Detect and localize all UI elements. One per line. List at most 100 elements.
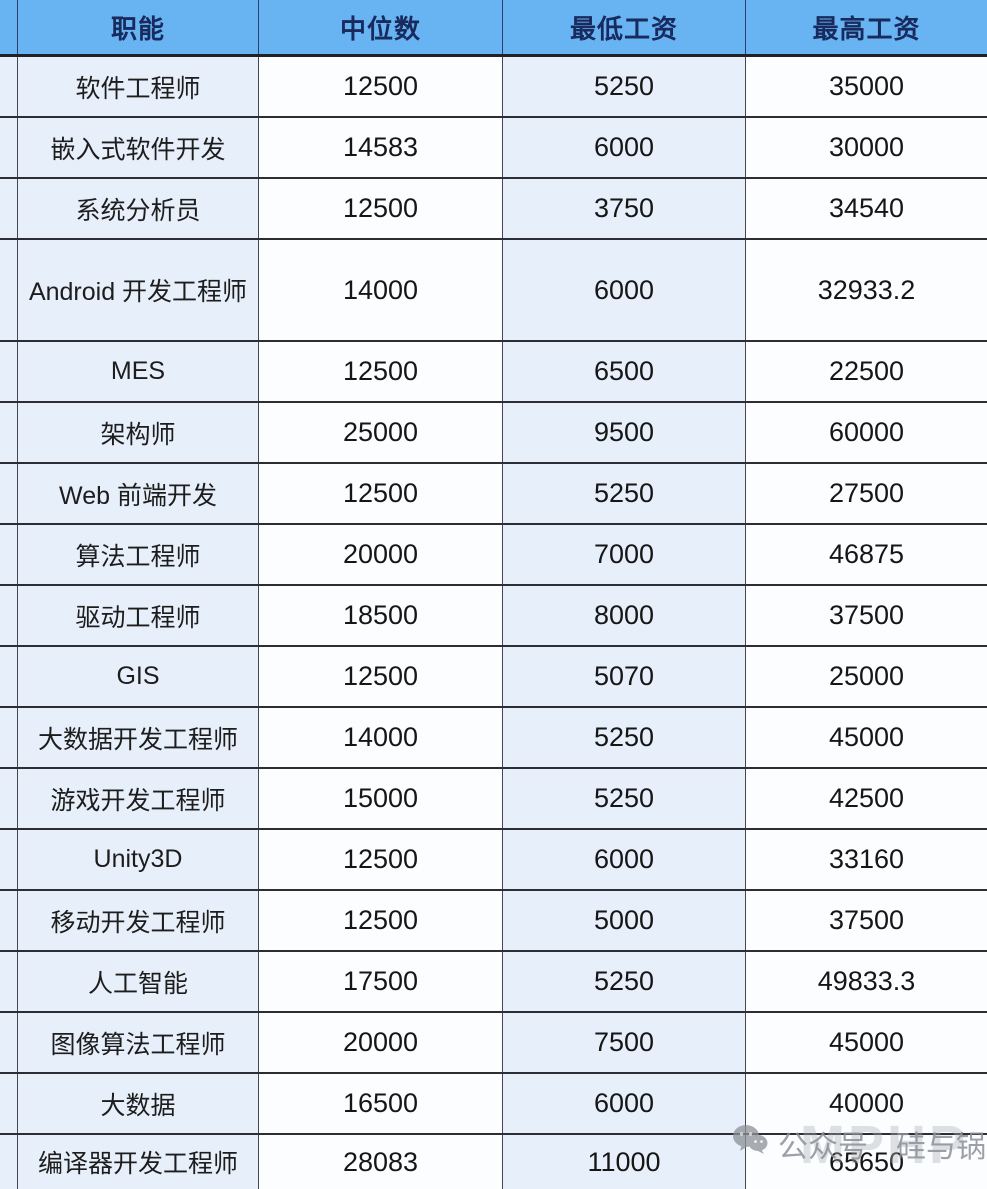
- table-row: 编译器开发工程师 28083 11000 65650: [0, 1135, 987, 1189]
- max-salary-cell: 42500: [745, 769, 987, 828]
- role-cell: 嵌入式软件开发: [17, 118, 258, 177]
- row-sliver-cell: [0, 403, 17, 462]
- table-row: Web 前端开发 12500 5250 27500: [0, 464, 987, 525]
- min-salary-cell: 6000: [502, 830, 745, 889]
- table-row: 驱动工程师 18500 8000 37500: [0, 586, 987, 647]
- role-cell: 系统分析员: [17, 179, 258, 238]
- max-salary-cell: 45000: [745, 708, 987, 767]
- min-salary-cell: 8000: [502, 586, 745, 645]
- min-salary-cell: 9500: [502, 403, 745, 462]
- row-sliver-cell: [0, 1013, 17, 1072]
- median-cell: 12500: [258, 891, 502, 950]
- min-salary-cell: 5250: [502, 464, 745, 523]
- max-salary-cell: 30000: [745, 118, 987, 177]
- median-cell: 12500: [258, 830, 502, 889]
- header-sliver-cell: [0, 0, 17, 54]
- table-row: 算法工程师 20000 7000 46875: [0, 525, 987, 586]
- row-sliver-cell: [0, 118, 17, 177]
- table-body: 软件工程师 12500 5250 35000 嵌入式软件开发 14583 6000 30000…: [0, 57, 987, 1189]
- max-salary-cell: 60000: [745, 403, 987, 462]
- role-cell: GIS: [17, 647, 258, 706]
- header-max-salary: 最高工资: [745, 0, 987, 54]
- role-cell: 人工智能: [17, 952, 258, 1011]
- median-cell: 14583: [258, 118, 502, 177]
- table-header-row: 职能 中位数 最低工资 最高工资: [0, 0, 987, 57]
- min-salary-cell: 5070: [502, 647, 745, 706]
- median-cell: 12500: [258, 464, 502, 523]
- median-cell: 12500: [258, 647, 502, 706]
- row-sliver-cell: [0, 891, 17, 950]
- min-salary-cell: 6000: [502, 118, 745, 177]
- header-median: 中位数: [258, 0, 502, 54]
- role-cell: Web 前端开发: [17, 464, 258, 523]
- table-row: 大数据开发工程师 14000 5250 45000: [0, 708, 987, 769]
- header-role: 职能: [17, 0, 258, 54]
- median-cell: 16500: [258, 1074, 502, 1133]
- row-sliver-cell: [0, 830, 17, 889]
- max-salary-cell: 33160: [745, 830, 987, 889]
- min-salary-cell: 5000: [502, 891, 745, 950]
- row-sliver-cell: [0, 647, 17, 706]
- role-cell: 编译器开发工程师: [17, 1135, 258, 1189]
- min-salary-cell: 7500: [502, 1013, 745, 1072]
- header-min-salary: 最低工资: [502, 0, 745, 54]
- row-sliver-cell: [0, 240, 17, 340]
- role-cell: MES: [17, 342, 258, 401]
- max-salary-cell: 32933.2: [745, 240, 987, 340]
- median-cell: 20000: [258, 1013, 502, 1072]
- max-salary-cell: 45000: [745, 1013, 987, 1072]
- min-salary-cell: 7000: [502, 525, 745, 584]
- role-cell: Android 开发工程师: [17, 240, 258, 340]
- max-salary-cell: 35000: [745, 57, 987, 116]
- role-cell: 大数据开发工程师: [17, 708, 258, 767]
- median-cell: 15000: [258, 769, 502, 828]
- table-row: 软件工程师 12500 5250 35000: [0, 57, 987, 118]
- median-cell: 12500: [258, 57, 502, 116]
- row-sliver-cell: [0, 708, 17, 767]
- role-cell: 游戏开发工程师: [17, 769, 258, 828]
- table-row: 架构师 25000 9500 60000: [0, 403, 987, 464]
- table-row: GIS 12500 5070 25000: [0, 647, 987, 708]
- max-salary-cell: 40000: [745, 1074, 987, 1133]
- median-cell: 14000: [258, 240, 502, 340]
- row-sliver-cell: [0, 1074, 17, 1133]
- role-cell: Unity3D: [17, 830, 258, 889]
- min-salary-cell: 6000: [502, 240, 745, 340]
- row-sliver-cell: [0, 525, 17, 584]
- max-salary-cell: 49833.3: [745, 952, 987, 1011]
- min-salary-cell: 6000: [502, 1074, 745, 1133]
- min-salary-cell: 3750: [502, 179, 745, 238]
- max-salary-cell: 46875: [745, 525, 987, 584]
- table-row: 游戏开发工程师 15000 5250 42500: [0, 769, 987, 830]
- median-cell: 28083: [258, 1135, 502, 1189]
- row-sliver-cell: [0, 57, 17, 116]
- median-cell: 12500: [258, 342, 502, 401]
- max-salary-cell: 37500: [745, 586, 987, 645]
- min-salary-cell: 11000: [502, 1135, 745, 1189]
- max-salary-cell: 25000: [745, 647, 987, 706]
- table-row: Unity3D 12500 6000 33160: [0, 830, 987, 891]
- min-salary-cell: 5250: [502, 708, 745, 767]
- median-cell: 18500: [258, 586, 502, 645]
- max-salary-cell: 65650: [745, 1135, 987, 1189]
- min-salary-cell: 6500: [502, 342, 745, 401]
- median-cell: 20000: [258, 525, 502, 584]
- min-salary-cell: 5250: [502, 769, 745, 828]
- row-sliver-cell: [0, 1135, 17, 1189]
- row-sliver-cell: [0, 179, 17, 238]
- table-row: 移动开发工程师 12500 5000 37500: [0, 891, 987, 952]
- min-salary-cell: 5250: [502, 57, 745, 116]
- table-row: 图像算法工程师 20000 7500 45000: [0, 1013, 987, 1074]
- table-row: 嵌入式软件开发 14583 6000 30000: [0, 118, 987, 179]
- row-sliver-cell: [0, 464, 17, 523]
- median-cell: 14000: [258, 708, 502, 767]
- table-row: Android 开发工程师 14000 6000 32933.2: [0, 240, 987, 342]
- median-cell: 17500: [258, 952, 502, 1011]
- max-salary-cell: 34540: [745, 179, 987, 238]
- median-cell: 12500: [258, 179, 502, 238]
- table-row: MES 12500 6500 22500: [0, 342, 987, 403]
- row-sliver-cell: [0, 769, 17, 828]
- max-salary-cell: 27500: [745, 464, 987, 523]
- max-salary-cell: 37500: [745, 891, 987, 950]
- median-cell: 25000: [258, 403, 502, 462]
